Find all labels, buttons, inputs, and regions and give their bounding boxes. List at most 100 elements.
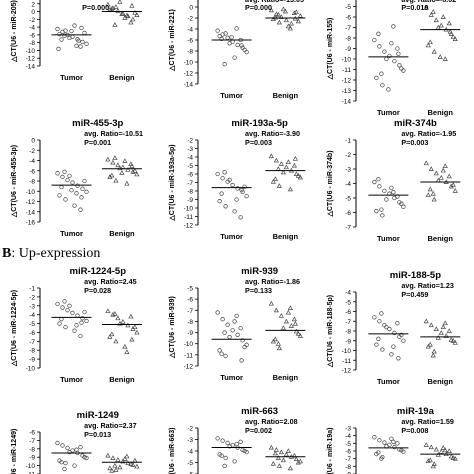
tumor-point (219, 351, 224, 356)
y-axis-label: △CT(U6 - miR-374b) (327, 150, 334, 217)
benign-point (119, 170, 125, 175)
y-tick-label: -6 (187, 472, 193, 474)
tumor-point (399, 332, 404, 338)
benign-point (293, 328, 299, 334)
benign-point (450, 455, 456, 460)
ratio-annotation: avg. Ratio=1.59 (401, 417, 454, 426)
benign-point (283, 451, 289, 457)
y-tick-label: 2 (31, 1, 35, 8)
benign-point (293, 9, 299, 14)
benign-point (115, 162, 121, 168)
p-value-annotation: P=0.019 (401, 3, 428, 12)
benign-point (438, 174, 444, 180)
tumor-point (78, 444, 83, 450)
y-tick-label: -12 (342, 368, 352, 375)
benign-point (107, 465, 113, 471)
benign-point (122, 15, 128, 20)
tumor-point (376, 31, 381, 36)
benign-point (452, 455, 458, 461)
tumor-point (399, 66, 404, 71)
y-tick-label: -8 (29, 40, 35, 47)
ratio-annotation: avg. Ratio=-6.02 (401, 0, 456, 4)
benign-point (292, 155, 298, 161)
benign-point (430, 9, 436, 14)
benign-point (438, 449, 444, 454)
benign-point (276, 345, 282, 351)
y-tick-label: -7 (345, 225, 351, 232)
ratio-annotation: avg. Ratio=-1.95 (401, 129, 456, 138)
y-tick-label: -5 (187, 163, 193, 170)
benign-point (113, 4, 119, 9)
tumor-point (391, 439, 396, 444)
benign-point (282, 8, 288, 14)
y-tick-label: -11 (184, 352, 193, 359)
x-category-label: Benign (428, 234, 454, 243)
y-tick-label: -4 (187, 449, 193, 456)
y-tick-label: -8 (29, 179, 35, 186)
ratio-annotation: avg. Ratio=-13.05 (245, 0, 304, 4)
tumor-point (225, 440, 230, 446)
tumor-point (238, 325, 243, 331)
tumor-point (379, 207, 384, 212)
benign-point (297, 13, 303, 18)
benign-point (268, 153, 274, 159)
tumor-point (76, 38, 81, 43)
tumor-point (379, 71, 384, 76)
y-tick-label: -6 (187, 172, 193, 179)
y-tick-label: -7 (187, 180, 193, 187)
ratio-annotation: avg. Ratio=2.08 (245, 417, 298, 426)
benign-point (276, 19, 282, 25)
chart-title: miR-663 (241, 406, 278, 417)
tumor-point (376, 450, 381, 455)
tumor-point (377, 438, 382, 443)
benign-point (425, 458, 431, 463)
benign-point (285, 23, 291, 29)
tumor-point (75, 183, 80, 188)
tumor-point (217, 34, 222, 39)
y-tick-label: -7 (29, 438, 35, 445)
y-tick-label: -9 (345, 46, 351, 53)
x-category-label: Tumor (60, 375, 83, 384)
benign-point (125, 167, 131, 172)
benign-point (442, 56, 448, 61)
x-category-label: Benign (109, 375, 135, 384)
y-axis-label: △CT(U6 - miR-1224-5p) (11, 290, 18, 367)
tumor-point (79, 320, 84, 325)
tumor-point (232, 459, 237, 464)
benign-point (423, 160, 429, 166)
y-tick-label: -16 (26, 220, 36, 227)
y-tick-label: -7 (345, 25, 351, 32)
y-tick-label: -8 (29, 348, 35, 355)
benign-point (440, 445, 446, 450)
benign-point (132, 10, 138, 15)
tumor-point (55, 171, 60, 176)
y-tick-label: -7 (345, 319, 351, 326)
y-tick-label: -9 (29, 455, 35, 462)
tumor-point (63, 324, 68, 330)
tumor-point (372, 37, 377, 43)
tumor-point (396, 356, 401, 361)
tumor-point (62, 33, 67, 38)
x-category-label: Benign (273, 373, 299, 382)
benign-point (130, 16, 136, 22)
x-category-label: Benign (428, 108, 454, 117)
benign-point (287, 305, 293, 311)
chart-panel: -12 -11 -10 -9 -8 -7 -6 -5 -4 △CT(U6 - miR-188-5p… (327, 270, 461, 386)
tumor-point (372, 179, 377, 185)
y-tick-label: -11 (342, 358, 351, 365)
benign-point (425, 192, 431, 198)
y-tick-label: -12 (184, 364, 194, 371)
benign-point (130, 169, 136, 174)
benign-point (440, 324, 446, 330)
benign-point (105, 1, 111, 7)
p-value-annotation: P=0.008 (401, 426, 428, 435)
y-tick-label: -6 (345, 15, 351, 22)
p-value-annotation: P=0.000 (245, 3, 272, 12)
benign-point (110, 455, 116, 460)
tumor-point (401, 204, 406, 209)
x-category-label: Benign (109, 73, 135, 82)
y-tick-label: -6 (187, 297, 193, 304)
benign-point (112, 311, 118, 316)
benign-point (132, 168, 138, 173)
tumor-point (80, 39, 85, 45)
